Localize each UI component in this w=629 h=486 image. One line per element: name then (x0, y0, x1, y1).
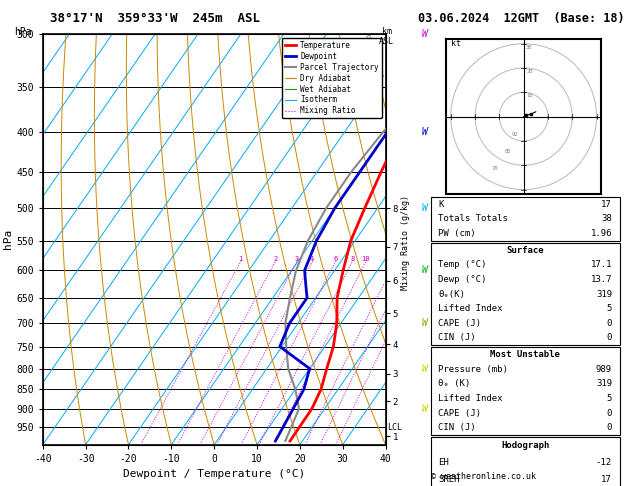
Text: Totals Totals: Totals Totals (438, 214, 508, 223)
Text: 0: 0 (606, 319, 612, 328)
Text: 38°17'N  359°33'W  245m  ASL: 38°17'N 359°33'W 245m ASL (50, 12, 260, 25)
Text: W: W (421, 318, 427, 328)
Text: W: W (421, 127, 427, 137)
Text: hPa: hPa (14, 27, 31, 37)
Text: 92: 92 (511, 132, 518, 137)
Text: θₑ(K): θₑ(K) (438, 290, 465, 298)
Text: CAPE (J): CAPE (J) (438, 409, 481, 417)
Text: SREH: SREH (438, 475, 460, 485)
Text: W: W (421, 265, 427, 276)
FancyBboxPatch shape (431, 197, 620, 241)
Text: 2: 2 (273, 256, 277, 262)
Text: 85: 85 (504, 149, 511, 154)
Text: 319: 319 (596, 290, 612, 298)
Text: W: W (421, 203, 427, 213)
Text: W: W (421, 29, 427, 39)
Text: 1.96: 1.96 (591, 229, 612, 238)
Text: 3: 3 (294, 256, 299, 262)
Text: CIN (J): CIN (J) (438, 423, 476, 432)
Text: 17.1: 17.1 (591, 260, 612, 269)
Text: 319: 319 (596, 380, 612, 388)
Text: θₑ (K): θₑ (K) (438, 380, 470, 388)
Text: 30: 30 (526, 45, 533, 50)
Text: 38: 38 (601, 214, 612, 223)
Text: 10: 10 (526, 93, 533, 98)
Text: Pressure (mb): Pressure (mb) (438, 365, 508, 374)
Text: LCL: LCL (387, 423, 402, 433)
Text: kt: kt (451, 39, 460, 48)
X-axis label: Dewpoint / Temperature (°C): Dewpoint / Temperature (°C) (123, 469, 305, 479)
Text: 0: 0 (606, 423, 612, 432)
Text: 4: 4 (310, 256, 314, 262)
Text: 989: 989 (596, 365, 612, 374)
Text: 20: 20 (526, 69, 533, 74)
FancyBboxPatch shape (431, 347, 620, 435)
Text: Lifted Index: Lifted Index (438, 304, 503, 313)
Text: Most Unstable: Most Unstable (490, 350, 560, 359)
Legend: Temperature, Dewpoint, Parcel Trajectory, Dry Adiabat, Wet Adiabat, Isotherm, Mi: Temperature, Dewpoint, Parcel Trajectory… (282, 38, 382, 119)
Text: Temp (°C): Temp (°C) (438, 260, 487, 269)
Text: 03.06.2024  12GMT  (Base: 18): 03.06.2024 12GMT (Base: 18) (418, 12, 625, 25)
FancyBboxPatch shape (431, 437, 620, 486)
Y-axis label: hPa: hPa (3, 229, 13, 249)
Text: W: W (421, 364, 427, 374)
Text: PW (cm): PW (cm) (438, 229, 476, 238)
Text: 6: 6 (333, 256, 337, 262)
Text: 0: 0 (606, 409, 612, 417)
Text: K: K (438, 200, 444, 208)
Text: Hodograph: Hodograph (501, 441, 549, 451)
Text: EH: EH (438, 458, 449, 468)
Text: km
ASL: km ASL (379, 27, 394, 46)
Text: 17: 17 (601, 475, 612, 485)
Text: 1: 1 (238, 256, 243, 262)
Text: 0: 0 (606, 333, 612, 342)
Text: 70: 70 (492, 166, 499, 171)
Text: CAPE (J): CAPE (J) (438, 319, 481, 328)
Text: CIN (J): CIN (J) (438, 333, 476, 342)
Text: 5: 5 (606, 394, 612, 403)
Text: W: W (421, 404, 427, 414)
Text: 5: 5 (606, 304, 612, 313)
Text: Surface: Surface (506, 246, 544, 255)
Text: Mixing Ratio (g/kg): Mixing Ratio (g/kg) (401, 195, 410, 291)
Text: 8: 8 (350, 256, 354, 262)
Text: 13.7: 13.7 (591, 275, 612, 284)
Text: Lifted Index: Lifted Index (438, 394, 503, 403)
Text: -12: -12 (596, 458, 612, 468)
Text: © weatheronline.co.uk: © weatheronline.co.uk (431, 472, 536, 481)
FancyBboxPatch shape (431, 243, 620, 345)
Text: 17: 17 (601, 200, 612, 208)
Text: Dewp (°C): Dewp (°C) (438, 275, 487, 284)
Text: 10: 10 (362, 256, 370, 262)
